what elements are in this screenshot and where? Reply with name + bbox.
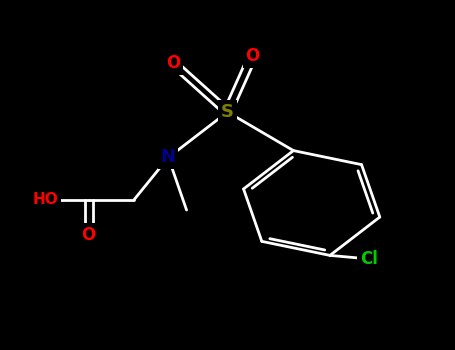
Text: Cl: Cl bbox=[359, 250, 378, 268]
Text: N: N bbox=[161, 148, 176, 167]
Text: O: O bbox=[245, 47, 260, 65]
Text: O: O bbox=[166, 54, 180, 72]
Text: HO: HO bbox=[33, 192, 58, 207]
Text: O: O bbox=[81, 225, 96, 244]
Text: S: S bbox=[221, 103, 234, 121]
